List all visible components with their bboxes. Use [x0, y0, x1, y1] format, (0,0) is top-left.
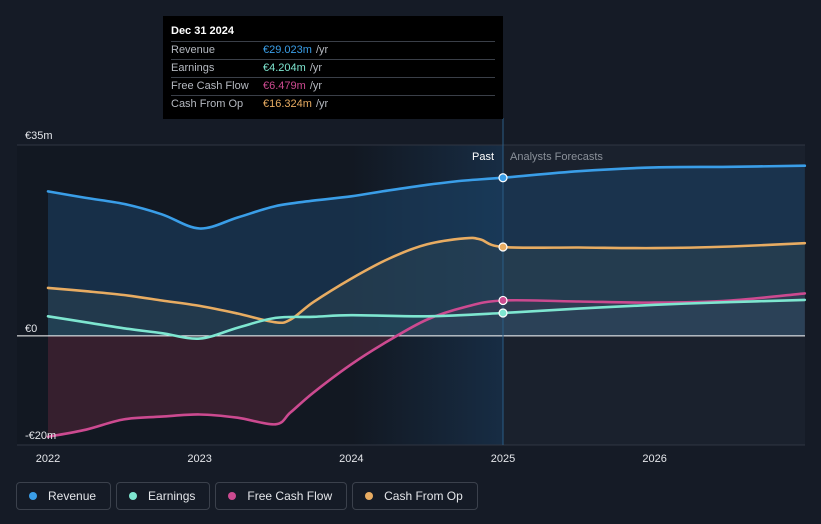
- line-revenue: [46, 164, 807, 230]
- y-tick-label: €0: [25, 323, 37, 335]
- marker-earnings: [498, 308, 508, 318]
- tooltip-value: €29.023m: [263, 44, 312, 56]
- legend-dot-icon: [29, 492, 37, 500]
- y-tick-label: €35m: [25, 130, 53, 142]
- area-revenue: [48, 165, 805, 336]
- tooltip-unit: /yr: [315, 98, 329, 110]
- y-tick-label: -€20m: [25, 430, 56, 442]
- legend-label: Cash From Op: [384, 489, 463, 503]
- tooltip-value: €6.479m: [263, 80, 306, 92]
- line-earnings: [46, 298, 807, 340]
- tooltip-label: Revenue: [171, 44, 216, 56]
- legend-item-earnings[interactable]: Earnings: [116, 482, 211, 510]
- tooltip-label: Cash From Op: [171, 98, 244, 110]
- tooltip-unit: /yr: [309, 62, 323, 74]
- legend-dot-icon: [129, 492, 138, 500]
- tooltip-row-earnings: Earnings €4.204m /yr: [171, 59, 495, 77]
- x-tick-label: 2022: [36, 453, 60, 465]
- tooltip-label: Free Cash Flow: [171, 80, 249, 92]
- tooltip-value: €4.204m: [263, 62, 306, 74]
- marker-cash-from-op: [498, 242, 508, 252]
- forecast-label: Analysts Forecasts: [510, 151, 603, 163]
- tooltip: Dec 31 2024 Revenue €29.023m /yr Earning…: [163, 16, 503, 119]
- tooltip-row-cash-from-op: Cash From Op €16.324m /yr: [171, 95, 495, 113]
- tooltip-unit: /yr: [315, 44, 329, 56]
- tooltip-value: €16.324m: [263, 98, 312, 110]
- x-tick-label: 2025: [491, 453, 515, 465]
- legend-label: Earnings: [148, 489, 196, 503]
- legend-item-free-cash-flow[interactable]: Free Cash Flow: [215, 482, 348, 510]
- legend-dot-icon: [228, 492, 237, 500]
- marker-free-cash-flow: [498, 295, 508, 306]
- legend-item-revenue[interactable]: Revenue: [16, 482, 112, 510]
- line-cash-from-op: [46, 236, 807, 325]
- legend-item-cash-from-op[interactable]: Cash From Op: [352, 482, 478, 510]
- x-tick-label: 2026: [642, 453, 666, 465]
- legend-label: Free Cash Flow: [247, 489, 333, 503]
- tooltip-row-revenue: Revenue €29.023m /yr: [171, 41, 495, 59]
- x-tick-label: 2023: [187, 453, 211, 465]
- tooltip-row-free-cash-flow: Free Cash Flow €6.479m /yr: [171, 77, 495, 95]
- legend-label: Revenue: [48, 489, 97, 503]
- line-free-cash-flow: [46, 292, 807, 439]
- x-tick-label: 2024: [339, 453, 363, 465]
- legend-dot-icon: [365, 492, 374, 500]
- marker-revenue: [498, 173, 508, 183]
- tooltip-unit: /yr: [309, 80, 323, 92]
- tooltip-date: Dec 31 2024: [171, 25, 234, 37]
- past-label: Past: [472, 151, 494, 163]
- tooltip-label: Earnings: [171, 62, 215, 74]
- legend: Revenue Earnings Free Cash Flow Cash Fro…: [16, 482, 478, 510]
